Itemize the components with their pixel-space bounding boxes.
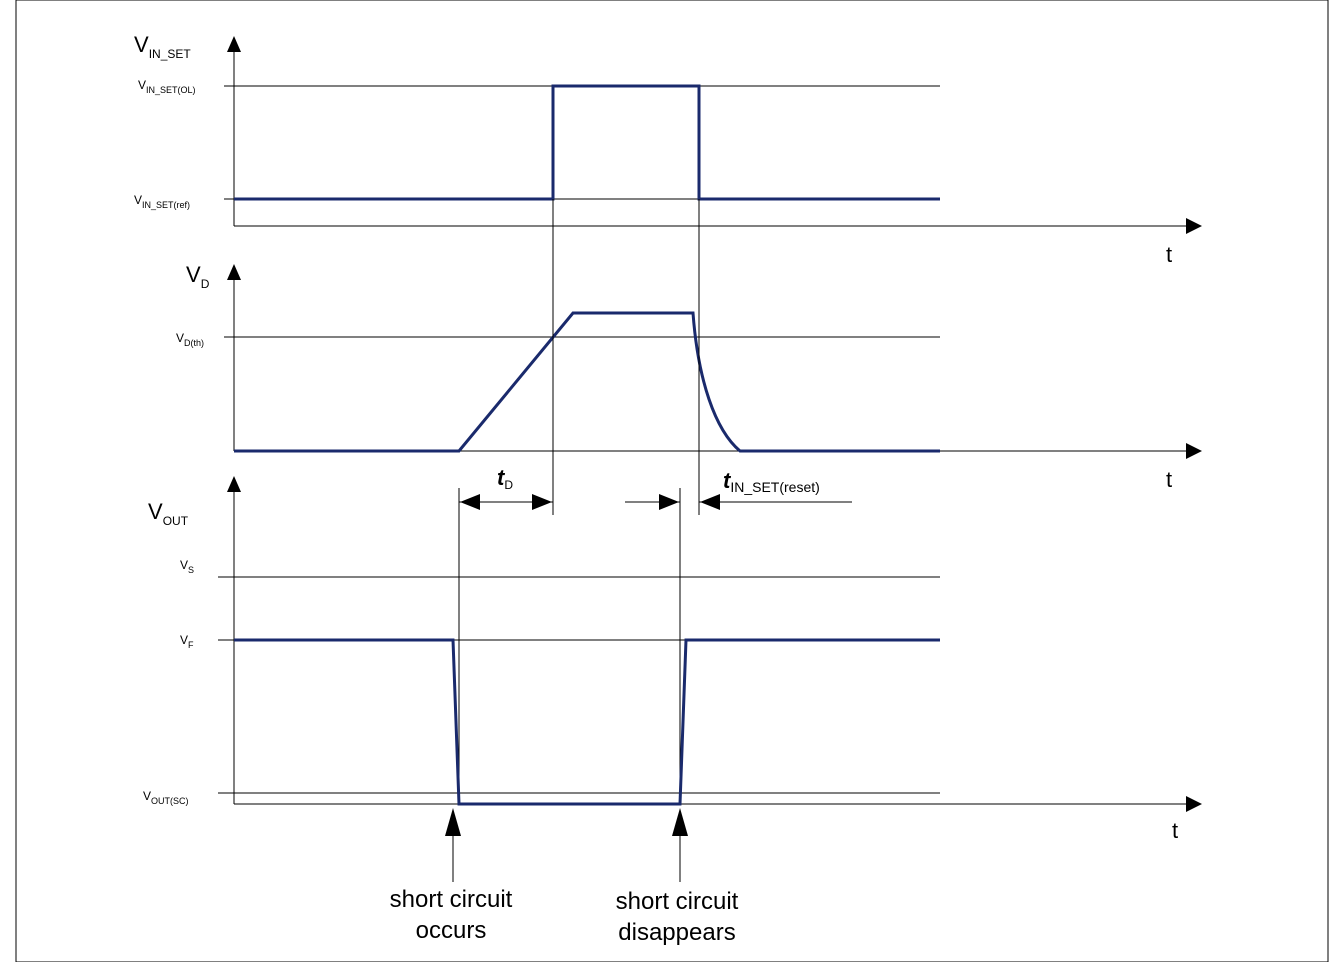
- vin-ref-label: VIN_SET(ref): [134, 193, 190, 210]
- figure-frame: [15, 0, 1329, 963]
- vout-y-arrow-icon: [227, 476, 241, 492]
- vd-panel: VD VD(th) t: [176, 262, 1202, 492]
- occurs-arrow-icon: [445, 808, 461, 836]
- td-label: tD: [497, 465, 513, 492]
- disappears-arrow-icon: [672, 808, 688, 836]
- vin-axis-label: VIN_SET: [134, 32, 191, 61]
- vout-axis-label: VOUT: [148, 499, 189, 528]
- treset-right-arrow-icon: [659, 494, 679, 510]
- td-right-arrow-icon: [532, 494, 552, 510]
- disappears-label-line2: disappears: [618, 919, 735, 946]
- occurs-label-line1: short circuit: [390, 886, 513, 913]
- vout-s-label: VS: [180, 558, 194, 575]
- vd-t-label: t: [1166, 467, 1172, 492]
- vd-trace: [234, 311, 940, 453]
- vout-sc-label: VOUT(SC): [143, 789, 189, 806]
- occurs-label-line2: occurs: [416, 917, 487, 944]
- vin-trace: [234, 84, 940, 201]
- event-short-circuit-disappears: short circuit disappears: [616, 808, 739, 946]
- treset-label: tIN_SET(reset): [723, 468, 820, 495]
- event-short-circuit-occurs: short circuit occurs: [390, 808, 513, 944]
- vd-th-label: VD(th): [176, 331, 204, 348]
- vout-f-label: VF: [180, 633, 194, 650]
- vin-panel: VIN_SET VIN_SET(OL) VIN_SET(ref) t: [134, 32, 1202, 267]
- vin-y-arrow-icon: [227, 36, 241, 52]
- vd-axis-label: VD: [186, 262, 210, 291]
- vin-ol-label: VIN_SET(OL): [138, 78, 196, 95]
- vout-trace: [234, 638, 940, 806]
- vin-x-arrow-icon: [1186, 218, 1202, 234]
- vd-y-arrow-icon: [227, 264, 241, 280]
- disappears-label-line1: short circuit: [616, 888, 739, 915]
- vout-t-label: t: [1172, 818, 1178, 843]
- treset-left-arrow-icon: [700, 494, 720, 510]
- td-left-arrow-icon: [460, 494, 480, 510]
- treset-dimension: tIN_SET(reset): [625, 468, 852, 510]
- td-dimension: tD: [459, 465, 553, 510]
- vout-panel: VOUT VS VF VOUT(SC) t: [143, 476, 1202, 843]
- vout-x-arrow-icon: [1186, 796, 1202, 812]
- vin-t-label: t: [1166, 242, 1172, 267]
- vd-x-arrow-icon: [1186, 443, 1202, 459]
